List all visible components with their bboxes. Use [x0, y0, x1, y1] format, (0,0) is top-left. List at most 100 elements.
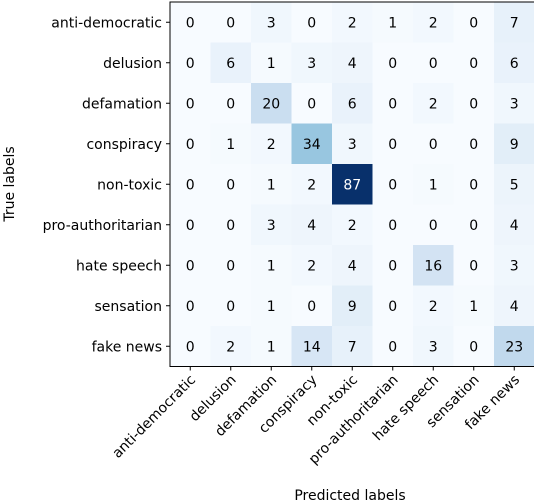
y-axis-ticks: anti-democratic delusion defamation conspir…	[43, 15, 170, 355]
matrix-cell-value: 0	[388, 137, 397, 153]
matrix-cell	[372, 326, 414, 367]
matrix-cell	[291, 285, 333, 327]
matrix-cell	[494, 83, 534, 124]
matrix-cell-value: 6	[510, 56, 519, 72]
matrix-cell	[453, 245, 495, 286]
matrix-cell-value: 0	[307, 15, 316, 31]
matrix-cells	[170, 2, 534, 367]
matrix-cell-value: 6	[226, 56, 235, 72]
matrix-cell-value: 0	[307, 299, 316, 315]
matrix-cell	[170, 285, 211, 327]
matrix-cell-value: 0	[469, 15, 478, 31]
matrix-cell	[291, 2, 333, 43]
matrix-cell-value: 0	[429, 218, 438, 234]
matrix-cell	[413, 326, 454, 367]
matrix-cell-value: 0	[226, 96, 235, 112]
matrix-cell-value: 0	[388, 339, 397, 355]
matrix-cell-value: 0	[186, 339, 195, 355]
matrix-cell-value: 3	[510, 258, 519, 274]
matrix-cell-value: 1	[267, 258, 276, 274]
matrix-cell	[251, 42, 292, 84]
matrix-cell	[413, 42, 454, 84]
matrix-cell-value: 0	[186, 218, 195, 234]
matrix-cell-value: 9	[348, 299, 357, 315]
matrix-cell-value: 0	[388, 218, 397, 234]
matrix-cell	[251, 123, 292, 165]
matrix-cell-value: 14	[303, 339, 321, 355]
matrix-cell-value: 2	[348, 15, 357, 31]
y-tick-label: defamation	[82, 96, 162, 112]
matrix-cell-value: 0	[388, 177, 397, 193]
matrix-cell	[251, 245, 292, 286]
matrix-cell	[453, 285, 495, 327]
matrix-cell	[332, 123, 373, 165]
matrix-cell	[453, 204, 495, 246]
matrix-cell-value: 0	[226, 177, 235, 193]
matrix-cell	[291, 204, 333, 246]
matrix-cell	[494, 164, 534, 205]
matrix-cell	[413, 285, 454, 327]
matrix-cell	[494, 2, 534, 43]
matrix-cell-value: 0	[469, 258, 478, 274]
matrix-cell-value: 0	[186, 177, 195, 193]
matrix-cell	[291, 83, 333, 124]
matrix-cell	[210, 245, 252, 286]
y-tick-label: delusion	[103, 56, 162, 72]
matrix-cell-value: 3	[267, 15, 276, 31]
matrix-cell	[210, 285, 252, 327]
matrix-cell-value: 0	[226, 218, 235, 234]
y-tick-label: fake news	[92, 339, 162, 355]
matrix-cell	[372, 123, 414, 165]
matrix-cell-value: 0	[186, 258, 195, 274]
matrix-cell	[453, 2, 495, 43]
matrix-cell-value: 0	[186, 56, 195, 72]
matrix-cell	[210, 164, 252, 205]
y-tick-label: non-toxic	[97, 177, 162, 193]
matrix-cell-value: 0	[186, 96, 195, 112]
matrix-cell-value: 0	[186, 137, 195, 153]
matrix-cell	[210, 326, 252, 367]
matrix-cell	[210, 2, 252, 43]
matrix-cell-value: 1	[388, 15, 397, 31]
matrix-cell	[372, 2, 414, 43]
matrix-cell-value: 0	[186, 15, 195, 31]
matrix-cell-value: 4	[307, 218, 316, 234]
matrix-cell	[413, 204, 454, 246]
matrix-cell-value: 3	[348, 137, 357, 153]
matrix-cell-value: 5	[510, 177, 519, 193]
matrix-cell	[251, 204, 292, 246]
matrix-cell	[291, 123, 333, 165]
matrix-cell	[332, 204, 373, 246]
matrix-cell	[453, 164, 495, 205]
matrix-cell	[251, 164, 292, 205]
matrix-cell-value: 87	[343, 177, 361, 193]
matrix-cell-values: 0 0 3 0 2 1 2 0 70 6 1 3 4 0 0 0 60 0 20 0 6 0 2 0 30 1 2 34 3 0 0 0 90 0…	[186, 15, 523, 355]
matrix-cell	[494, 204, 534, 246]
matrix-cell-value: 20	[262, 96, 280, 112]
matrix-cell	[372, 245, 414, 286]
matrix-cell-value: 0	[307, 96, 316, 112]
matrix-cell-value: 0	[388, 96, 397, 112]
matrix-cell-value: 7	[510, 15, 519, 31]
matrix-cell-value: 3	[510, 96, 519, 112]
matrix-cell	[291, 245, 333, 286]
x-axis-ticks: anti-democraticdelusiondefamationconspir…	[109, 366, 523, 468]
matrix-cell	[170, 204, 211, 246]
x-axis-title: Predicted labels	[294, 488, 405, 504]
matrix-cell	[494, 285, 534, 327]
matrix-cell	[251, 326, 292, 367]
matrix-cell	[494, 42, 534, 84]
matrix-cell	[372, 204, 414, 246]
matrix-cell-value: 0	[226, 15, 235, 31]
matrix-cell-value: 3	[267, 218, 276, 234]
matrix-cell	[494, 123, 534, 165]
matrix-cell	[372, 42, 414, 84]
matrix-cell-value: 4	[510, 299, 519, 315]
matrix-cell	[494, 326, 534, 367]
matrix-cell	[413, 83, 454, 124]
matrix-cell-value: 0	[429, 137, 438, 153]
matrix-cell	[332, 285, 373, 327]
matrix-cell	[170, 2, 211, 43]
matrix-cell-value: 1	[226, 137, 235, 153]
